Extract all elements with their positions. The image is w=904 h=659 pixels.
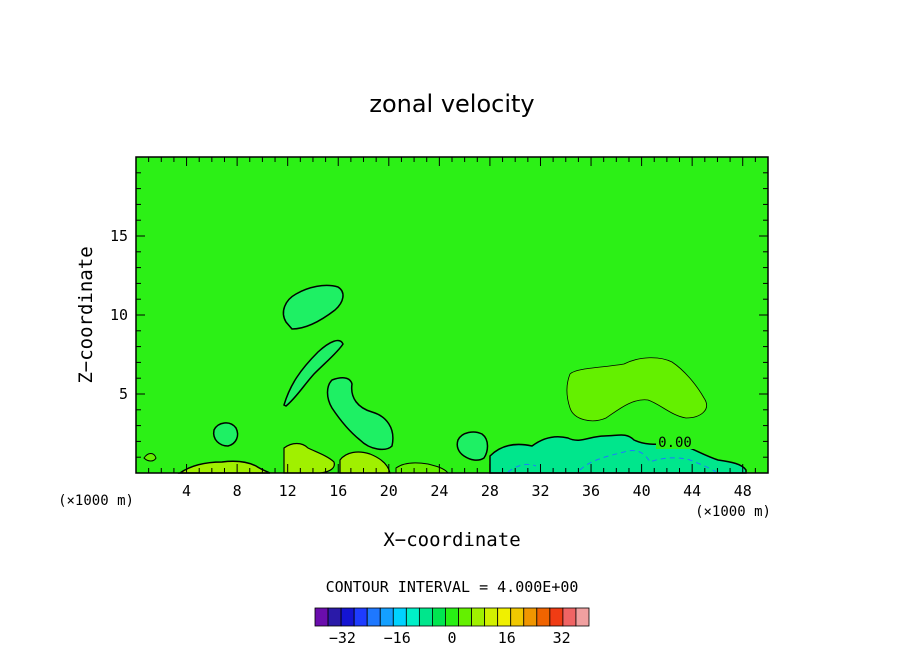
colorbar-tick-label: 0 bbox=[447, 629, 456, 647]
colorbar-swatch bbox=[562, 607, 577, 627]
contour-bottom-band bbox=[177, 460, 271, 474]
contour-blob-mid bbox=[326, 377, 394, 451]
colorbar-swatch bbox=[575, 607, 590, 627]
colorbar-swatch bbox=[458, 607, 472, 627]
colorbar-swatch bbox=[549, 607, 564, 627]
contour-blob-upper bbox=[282, 284, 344, 330]
colorbar-swatch bbox=[484, 607, 499, 627]
contour-regions bbox=[143, 284, 747, 474]
colorbar-swatch bbox=[392, 607, 407, 627]
colorbar-swatch bbox=[366, 607, 381, 627]
colorbar-tick-label: 16 bbox=[498, 629, 516, 647]
colorbar-tick-label: −16 bbox=[384, 629, 411, 647]
colorbar-swatch bbox=[471, 607, 486, 627]
y-axis-label: Z−coordinate bbox=[75, 246, 97, 383]
x-tick-label: 28 bbox=[481, 482, 499, 500]
contour-interval-text: CONTOUR INTERVAL = 4.000E+00 bbox=[326, 578, 579, 596]
plot-area bbox=[136, 157, 768, 473]
colorbar-swatch bbox=[445, 607, 459, 627]
colorbar-swatch bbox=[327, 607, 342, 627]
colorbar-swatch bbox=[379, 607, 394, 627]
colorbar-swatch bbox=[405, 607, 420, 627]
contour-bottom-band-2 bbox=[283, 442, 335, 474]
x-tick-label: 20 bbox=[380, 482, 398, 500]
colorbar-swatch bbox=[418, 607, 433, 627]
x-axis-label: X−coordinate bbox=[383, 529, 520, 551]
x-tick-label: 36 bbox=[582, 482, 600, 500]
contour-bottom-band-3 bbox=[339, 451, 391, 474]
colorbar-tick-label: 32 bbox=[553, 629, 571, 647]
contour-label-bg bbox=[656, 435, 694, 449]
contour-blob-small bbox=[212, 422, 239, 447]
contour-small-left bbox=[143, 453, 157, 462]
colorbar-swatch bbox=[314, 607, 329, 627]
x-tick-label: 24 bbox=[430, 482, 448, 500]
colorbar-swatch bbox=[353, 607, 368, 627]
x-tick-label: 16 bbox=[329, 482, 347, 500]
x-units-right: (×1000 m) bbox=[695, 504, 771, 520]
contour-negative-region bbox=[489, 434, 747, 474]
colorbar-swatch bbox=[497, 607, 512, 627]
x-tick-label: 12 bbox=[279, 482, 297, 500]
contour-blob-27 bbox=[456, 431, 489, 461]
x-units-left: (×1000 m) bbox=[58, 493, 134, 509]
colorbar-swatch bbox=[523, 607, 538, 627]
x-tick-label: 40 bbox=[633, 482, 651, 500]
colorbar-swatch bbox=[432, 607, 446, 627]
contour-bottom-band-4 bbox=[395, 462, 450, 474]
colorbar-swatch bbox=[340, 607, 355, 627]
x-tick-label: 32 bbox=[531, 482, 549, 500]
x-tick-label: 4 bbox=[182, 482, 191, 500]
x-tick-label: 44 bbox=[683, 482, 701, 500]
y-tick-label: 15 bbox=[110, 227, 128, 245]
y-tick-label: 5 bbox=[119, 385, 128, 403]
y-tick-label: 10 bbox=[110, 306, 128, 324]
colorbar-swatch bbox=[510, 607, 525, 627]
contour-streak bbox=[283, 339, 344, 407]
contour-dashed-1 bbox=[579, 449, 717, 473]
contour-dashed-2 bbox=[507, 463, 537, 473]
chart-title: zonal velocity bbox=[369, 90, 534, 118]
contour-positive-region bbox=[566, 357, 707, 422]
contour-value-label: 0.00 bbox=[658, 435, 692, 451]
colorbar-swatch bbox=[536, 607, 551, 627]
colorbar-tick-label: −32 bbox=[329, 629, 356, 647]
x-tick-label: 8 bbox=[233, 482, 242, 500]
x-tick-label: 48 bbox=[734, 482, 752, 500]
colorbar: −32 −16 0 16 32 bbox=[314, 607, 590, 647]
